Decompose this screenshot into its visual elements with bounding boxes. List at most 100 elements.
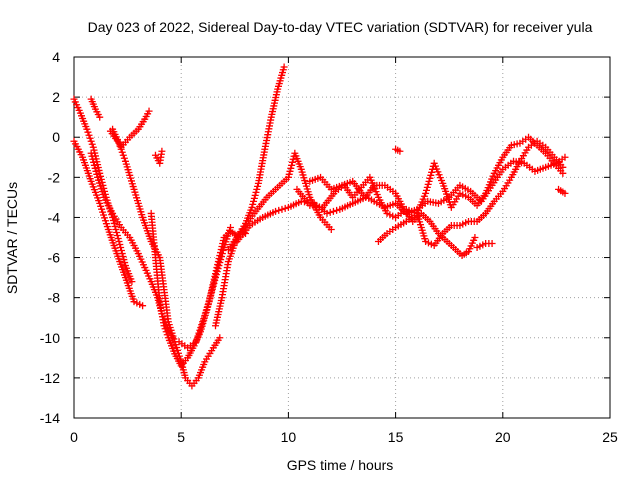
data-point — [287, 164, 295, 172]
data-point — [423, 183, 431, 191]
data-point — [284, 173, 292, 181]
data-point — [250, 197, 258, 205]
x-tick-label: 0 — [70, 429, 78, 445]
y-tick-label: -14 — [40, 410, 60, 426]
data-point — [212, 270, 220, 278]
data-point — [212, 267, 220, 275]
series-track-6 — [109, 107, 153, 151]
data-point — [161, 325, 169, 333]
data-point — [333, 206, 341, 214]
data-point — [120, 154, 128, 162]
y-tick-label: -8 — [48, 290, 61, 306]
data-point — [119, 151, 127, 159]
data-point — [327, 225, 335, 233]
x-tick-label: 10 — [281, 429, 297, 445]
data-point — [128, 278, 136, 286]
data-point — [114, 235, 122, 243]
data-point — [92, 167, 100, 175]
x-tick-label: 15 — [388, 429, 404, 445]
data-point — [158, 147, 166, 155]
data-point — [91, 164, 99, 172]
data-point — [217, 249, 225, 257]
data-point — [90, 158, 98, 166]
data-point — [84, 128, 92, 136]
data-point — [87, 149, 95, 157]
data-point — [561, 189, 569, 197]
data-point — [471, 234, 479, 241]
data-point — [93, 170, 101, 178]
data-point — [286, 167, 294, 175]
data-point — [213, 264, 221, 272]
data-point — [250, 194, 258, 202]
data-point — [139, 302, 147, 310]
data-point — [218, 243, 226, 251]
data-point — [87, 137, 95, 145]
data-point — [422, 186, 430, 194]
y-tick-label: -6 — [48, 250, 61, 266]
data-point — [219, 240, 227, 248]
data-point — [162, 328, 170, 336]
data-point — [110, 219, 118, 227]
data-point — [217, 246, 225, 254]
data-point — [427, 171, 435, 179]
data-point — [112, 225, 120, 233]
data-point — [428, 168, 436, 176]
x-tick-label: 20 — [495, 429, 511, 445]
x-axis-label: GPS time / hours — [287, 457, 394, 473]
series-track-17 — [392, 145, 404, 155]
data-point — [280, 63, 288, 71]
y-axis-label: SDTVAR / TECUs — [4, 182, 20, 294]
data-point — [121, 259, 129, 267]
y-tick-label: -2 — [48, 169, 61, 185]
data-point — [329, 207, 337, 215]
data-point — [83, 125, 91, 133]
data-point — [278, 205, 286, 213]
data-point — [145, 107, 153, 115]
data-point — [214, 261, 222, 269]
data-point — [115, 238, 123, 246]
x-tick-label: 5 — [177, 429, 185, 445]
data-point — [118, 148, 126, 156]
data-point — [254, 182, 262, 190]
data-point — [249, 200, 257, 208]
data-point — [88, 152, 96, 160]
data-point — [120, 256, 128, 264]
data-point — [288, 158, 296, 166]
data-point — [426, 174, 434, 182]
data-point — [281, 204, 289, 212]
data-point — [216, 252, 224, 260]
series-track-15 — [374, 137, 567, 250]
data-point — [160, 322, 168, 330]
data-point — [96, 113, 104, 121]
data-point — [422, 189, 430, 197]
data-point — [396, 147, 404, 155]
data-point — [251, 191, 259, 199]
data-point — [113, 228, 121, 236]
grid — [74, 57, 610, 418]
y-tick-label: -4 — [48, 209, 61, 225]
data-point — [111, 222, 119, 230]
data-point — [85, 131, 93, 139]
data-point — [561, 153, 569, 161]
data-point — [285, 170, 293, 178]
data-point — [275, 206, 283, 214]
y-tick-label: -12 — [40, 370, 60, 386]
series-track-1 — [70, 95, 136, 286]
data-point — [215, 255, 223, 263]
plot-frame — [73, 56, 611, 419]
data-point — [252, 188, 260, 196]
data-point — [90, 161, 98, 169]
data-point — [216, 334, 224, 342]
data-point — [323, 209, 331, 217]
data-point — [559, 169, 567, 177]
data-points — [70, 63, 569, 390]
chart-title: Day 023 of 2022, Sidereal Day-to-day VTE… — [88, 19, 593, 35]
series-track-18 — [555, 185, 569, 197]
data-point — [219, 237, 227, 245]
data-point — [113, 231, 121, 239]
series-track-10 — [212, 63, 288, 330]
data-point — [272, 207, 280, 215]
series-track-16 — [473, 240, 496, 252]
data-point — [88, 140, 96, 148]
